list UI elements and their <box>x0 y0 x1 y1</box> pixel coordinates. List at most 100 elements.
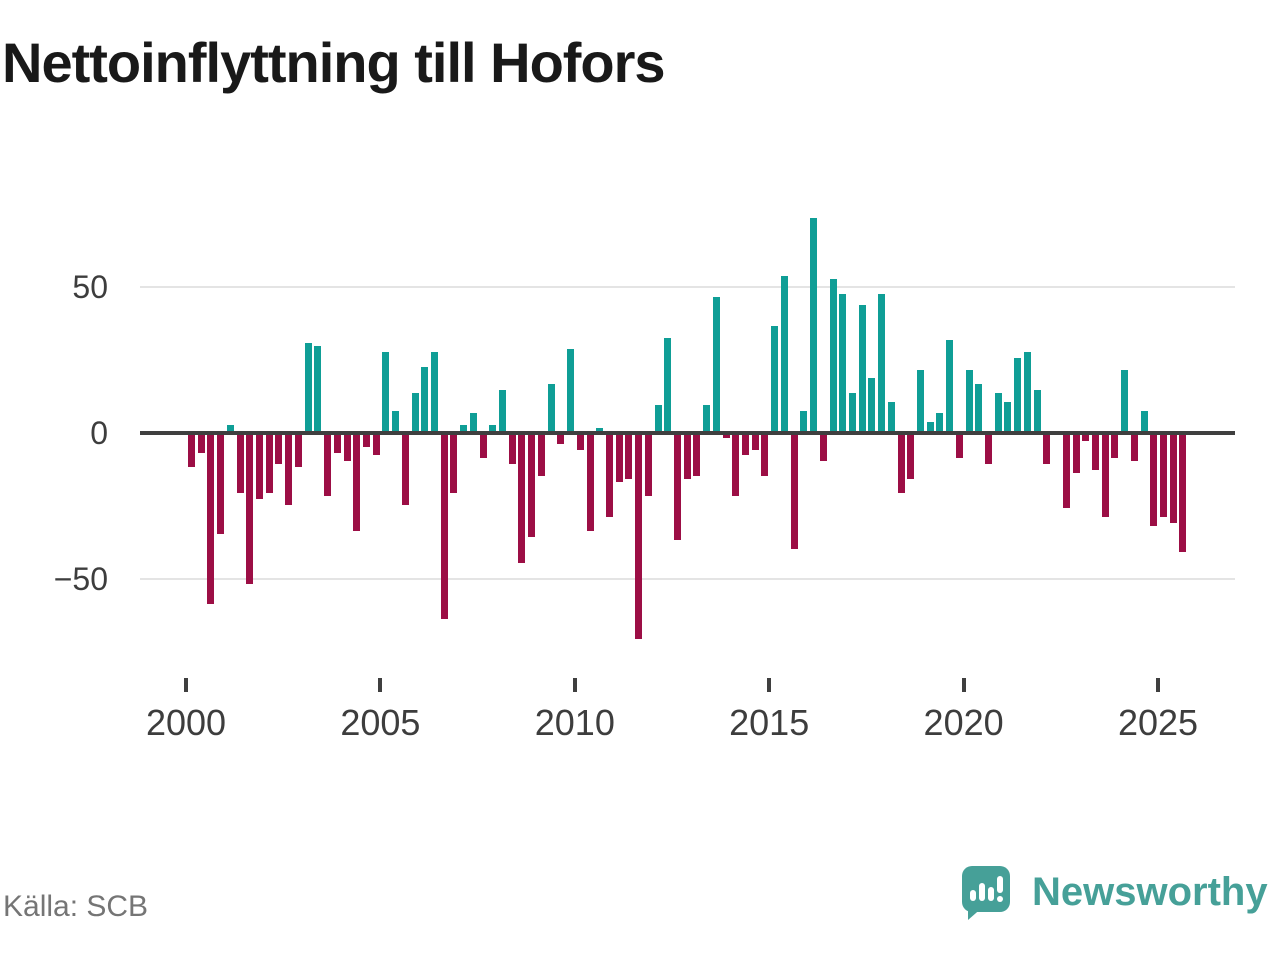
bar-2010-q1 <box>576 435 584 450</box>
bar-2016-q1 <box>810 217 818 431</box>
bar-2018-q1 <box>887 401 895 431</box>
bar-2014-q3 <box>751 435 759 450</box>
bar-2022-q3 <box>1062 435 1070 508</box>
bar-2025-q2 <box>1169 435 1177 523</box>
x-tick-2010 <box>572 678 577 692</box>
bar-2000-q2 <box>197 435 205 453</box>
chart-title: Nettoinflyttning till Hofors <box>2 31 666 94</box>
x-tick-label-2000: 2000 <box>145 702 227 743</box>
bar-2023-q2 <box>1091 435 1099 471</box>
gridline <box>140 578 1235 580</box>
bar-2018-q4 <box>917 369 924 431</box>
bar-2024-q4 <box>1150 435 1158 526</box>
bar-2017-q3 <box>868 378 876 431</box>
bar-2013-q2 <box>703 404 711 431</box>
x-tick-label-2005: 2005 <box>340 702 421 743</box>
source-label: Källa: SCB <box>3 890 149 923</box>
x-tick-label-2020: 2020 <box>923 702 1004 743</box>
bar-2002-q1 <box>265 435 273 494</box>
bar-2001-q3 <box>246 435 254 584</box>
bar-2000-q4 <box>217 435 225 535</box>
bar-2013-q1 <box>693 435 701 476</box>
bar-2016-q3 <box>829 279 837 431</box>
bar-2007-q1 <box>460 425 468 431</box>
x-tick-label-2025: 2025 <box>1117 702 1199 743</box>
bar-2023-q4 <box>1111 435 1119 459</box>
bar-2010-q4 <box>605 435 613 517</box>
bar-2016-q4 <box>839 293 847 431</box>
bar-2004-q3 <box>362 435 370 447</box>
bar-2003-q3 <box>324 435 332 497</box>
bar-2011-q3 <box>635 435 643 640</box>
bar-2006-q3 <box>440 435 448 619</box>
bar-2020-q4 <box>994 393 1002 431</box>
bar-2003-q2 <box>314 346 322 431</box>
bar-2002-q3 <box>285 435 293 506</box>
bar-2018-q3 <box>907 435 915 479</box>
bar-2012-q3 <box>674 435 681 541</box>
bar-2011-q1 <box>615 435 623 482</box>
bar-2006-q2 <box>431 352 438 431</box>
bar-2019-q2 <box>936 413 944 431</box>
bar-2005-q4 <box>411 393 419 431</box>
bar-2009-q1 <box>537 435 545 476</box>
bar-2015-q2 <box>780 276 788 431</box>
gridline <box>140 286 1235 288</box>
bar-2017-q2 <box>858 305 866 431</box>
bar-2002-q4 <box>294 435 302 468</box>
bar-2008-q2 <box>508 435 516 465</box>
bar-2001-q1 <box>226 425 234 431</box>
bar-2018-q2 <box>897 435 905 494</box>
bar-2000-q1 <box>188 435 195 468</box>
bar-2003-q1 <box>304 343 312 431</box>
bar-2005-q3 <box>401 435 409 506</box>
bar-2006-q1 <box>421 366 429 431</box>
bar-2023-q1 <box>1082 435 1090 441</box>
bar-2019-q4 <box>955 435 963 459</box>
bar-2014-q4 <box>761 435 769 476</box>
x-tick-label-2015: 2015 <box>729 702 810 743</box>
bar-2016-q2 <box>819 435 827 462</box>
newsworthy-logo-icon <box>962 866 1010 920</box>
bar-2012-q1 <box>654 404 662 431</box>
x-tick-label-2010: 2010 <box>534 702 615 743</box>
bar-2022-q4 <box>1072 435 1080 473</box>
bar-2013-q3 <box>712 296 720 431</box>
bar-2004-q4 <box>372 435 380 456</box>
bar-2015-q1 <box>771 325 779 431</box>
bar-2021-q1 <box>1004 401 1012 431</box>
bar-2010-q2 <box>586 435 594 532</box>
y-tick-label: 0 <box>90 415 108 451</box>
bar-2024-q2 <box>1130 435 1138 462</box>
bar-2019-q1 <box>926 422 934 431</box>
bar-2009-q3 <box>557 435 565 444</box>
bar-2017-q1 <box>848 393 856 431</box>
bar-2017-q4 <box>878 293 886 431</box>
bar-2008-q4 <box>528 435 536 538</box>
bar-2024-q3 <box>1140 410 1148 431</box>
bar-2008-q3 <box>518 435 526 564</box>
bar-2021-q3 <box>1023 352 1031 431</box>
bar-2005-q1 <box>382 352 390 431</box>
bar-2014-q1 <box>732 435 740 497</box>
bar-2011-q2 <box>625 435 633 479</box>
bar-2025-q1 <box>1160 435 1167 517</box>
bar-2023-q3 <box>1101 435 1109 517</box>
bar-2007-q4 <box>489 425 497 431</box>
bar-2020-q3 <box>985 435 993 465</box>
bar-2015-q3 <box>790 435 798 549</box>
bar-2020-q2 <box>975 384 983 431</box>
bar-2001-q4 <box>256 435 264 500</box>
bar-2015-q4 <box>800 410 808 431</box>
bar-2001-q2 <box>236 435 244 494</box>
y-tick-label: 50 <box>72 269 108 305</box>
bar-2025-q3 <box>1179 435 1187 552</box>
newsworthy-logo: Newsworthy <box>962 864 1280 924</box>
bar-2005-q2 <box>392 410 400 431</box>
x-tick-2005 <box>378 678 383 692</box>
x-tick-2020 <box>961 678 966 692</box>
bar-2021-q4 <box>1033 390 1041 431</box>
bar-2004-q1 <box>343 435 351 462</box>
x-tick-2015 <box>767 678 772 692</box>
